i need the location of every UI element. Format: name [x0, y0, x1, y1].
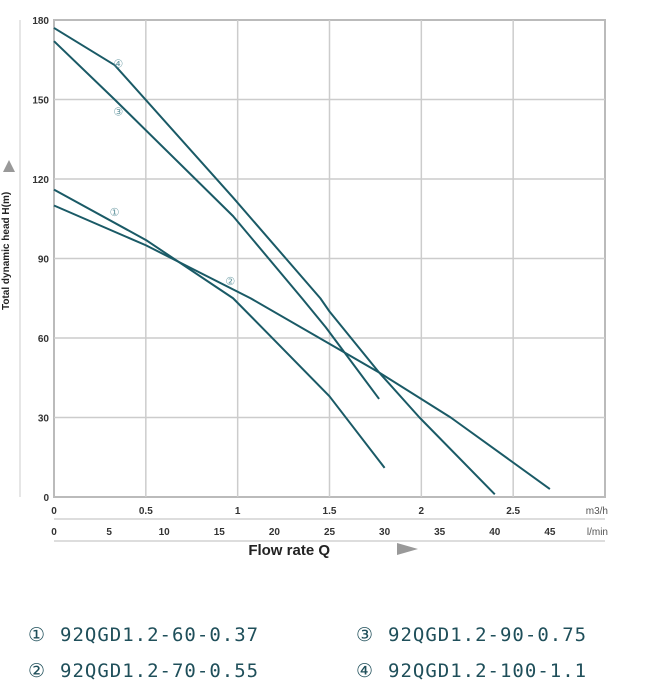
legend-item-2: ② 92QGD1.2-70-0.55 — [28, 660, 273, 682]
x2-tick-label: 5 — [106, 527, 112, 538]
series-label-4: ④ — [113, 59, 123, 71]
y-tick-label: 120 — [32, 175, 49, 186]
x2-tick-label: 15 — [214, 527, 226, 538]
series-label-3: ③ — [113, 106, 123, 118]
legend-item-4: ④ 92QGD1.2-100-1.1 — [356, 660, 601, 682]
y-tick-label: 60 — [38, 334, 50, 345]
x2-tick-label: 0 — [51, 527, 57, 538]
x-tick-label: 2 — [419, 506, 425, 517]
y-tick-label: 0 — [43, 493, 49, 504]
x2-unit-label: l/min — [587, 527, 608, 538]
y-tick-label: 30 — [38, 414, 50, 425]
legend-num: ① — [28, 624, 47, 646]
legend-model: 92QGD1.2-70-0.55 — [60, 660, 260, 682]
x2-tick-label: 20 — [269, 527, 281, 538]
x-tick-label: 0.5 — [139, 506, 153, 517]
legend-num: ② — [28, 660, 47, 682]
x-tick-label: 2.5 — [506, 506, 520, 517]
x-tick-label: 0 — [51, 506, 57, 517]
x2-tick-label: 10 — [159, 527, 171, 538]
x-tick-label: 1 — [235, 506, 241, 517]
legend-num: ③ — [356, 624, 375, 646]
x-unit-label: m3/h — [586, 506, 608, 517]
legend-model: 92QGD1.2-60-0.37 — [60, 624, 260, 646]
arrow-up-icon — [3, 160, 15, 172]
x2-tick-label: 25 — [324, 527, 336, 538]
legend-num: ④ — [356, 660, 375, 682]
series-line-4 — [53, 27, 496, 496]
x2-tick-label: 45 — [544, 527, 556, 538]
x2-tick-label: 35 — [434, 527, 446, 538]
series-label-2: ② — [225, 276, 235, 288]
x2-tick-label: 40 — [489, 527, 501, 538]
y-axis-title: Total dynamic head H(m) — [1, 192, 12, 310]
legend-model: 92QGD1.2-90-0.75 — [388, 624, 588, 646]
legend-item-3: ③ 92QGD1.2-90-0.75 — [356, 624, 601, 646]
x-axis-title: Flow rate Q — [248, 542, 330, 559]
y-tick-label: 90 — [38, 255, 50, 266]
pump-curve-chart: 0 0.5 1 1.5 2 2.5 0 30 60 90 120 150 180 m3/h 0 5 10 15 20… — [1, 16, 608, 559]
series-line-3 — [53, 40, 380, 400]
y-tick-label: 150 — [32, 96, 49, 107]
y-tick-label: 180 — [32, 16, 49, 27]
x-tick-label: 1.5 — [323, 506, 337, 517]
x2-tick-label: 30 — [379, 527, 391, 538]
series-line-1 — [53, 188, 386, 469]
legend-model: 92QGD1.2-100-1.1 — [388, 660, 588, 682]
series-label-1: ① — [110, 207, 120, 219]
legend-item-1: ① 92QGD1.2-60-0.37 — [28, 624, 273, 646]
arrow-right-icon — [397, 543, 418, 555]
